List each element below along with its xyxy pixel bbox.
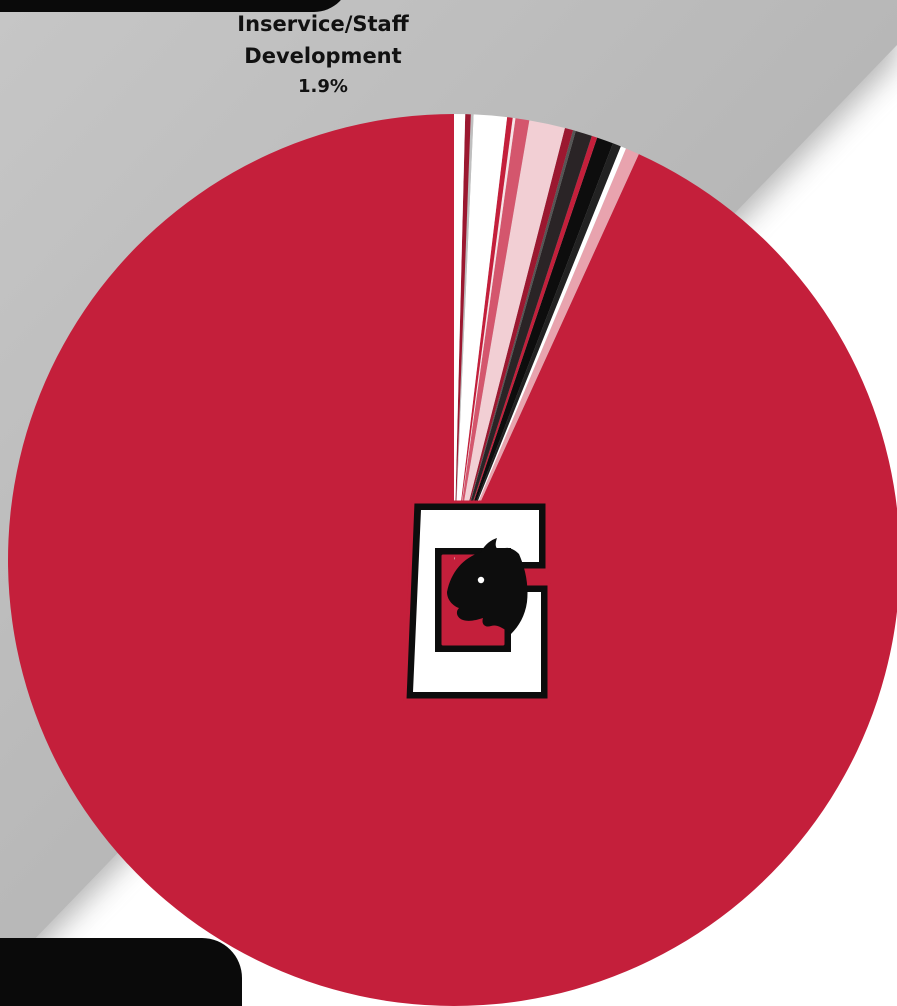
pie-slice-5 [454,137,613,560]
pie-slice-10 [454,120,565,561]
callout-value: 1.9% [298,76,348,97]
pie-slice-2 [454,148,639,561]
pie-slice-3 [454,146,626,561]
pie-slice-15 [454,114,474,560]
pie-slice-9 [454,128,574,560]
pie-slice-11 [454,118,530,560]
top-left-corner-tab [0,0,350,12]
callout-label-line-1: Inservice/Staff [237,12,409,36]
pie-slice-1 [8,114,897,1006]
pie-slice-16 [454,114,471,560]
bottom-left-corner-tab [0,938,242,1006]
slice-callout: Inservice/Staff Development 1.9% [200,8,446,102]
pie-slice-6 [454,135,598,560]
pie-slice-8 [454,130,576,560]
callout-label-line-2: Development [244,44,402,68]
pie-slice-4 [454,143,621,561]
pie-slices [8,114,897,1006]
pie-slice-13 [454,117,513,561]
pie-slice-12 [454,117,516,560]
horse-head-logo [403,500,551,702]
pie-slice-7 [454,130,592,560]
pie-slice-17 [454,114,466,560]
pie-slice-14 [454,114,508,561]
